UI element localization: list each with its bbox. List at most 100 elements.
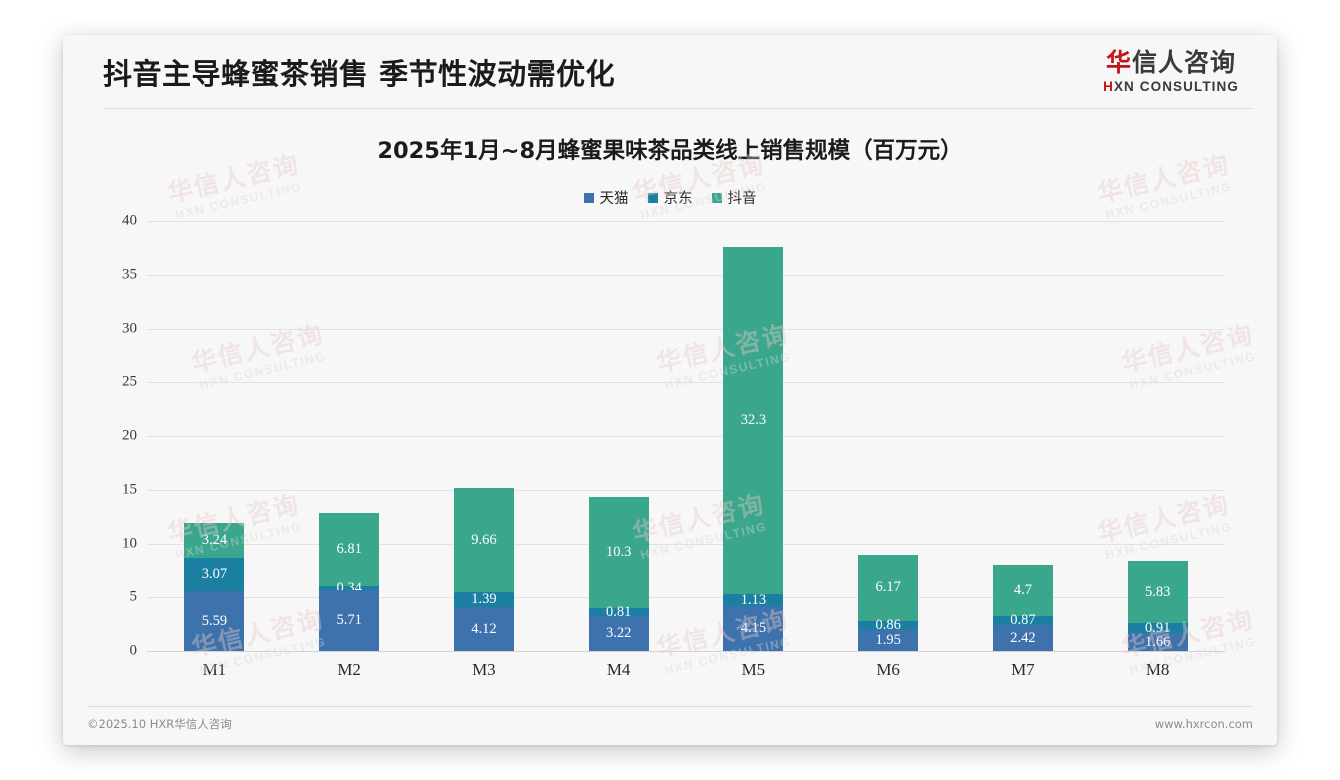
y-axis-tick-label: 0 <box>129 642 138 659</box>
bar-value-label: 0.86 <box>875 617 901 634</box>
bar-segment-京东[interactable]: 1.39 <box>453 591 514 607</box>
bar-segment-天猫[interactable]: 2.42 <box>992 625 1053 651</box>
bar-column-M7[interactable]: 4.7 0.87 2.42 <box>992 221 1053 651</box>
bar-segment-抖音[interactable]: 9.66 <box>453 487 514 592</box>
bar-value-label: 3.22 <box>605 625 632 642</box>
bar-value-label: 0.81 <box>605 603 632 620</box>
bar-value-label: 0.91 <box>1144 620 1171 637</box>
legend-label: 抖音 <box>727 191 757 207</box>
bar-segment-京东[interactable]: 0.87 <box>992 612 1053 629</box>
brand-logo: 华信人咨询 HXN CONSULTING <box>1103 50 1253 94</box>
chart-legend: 天猫 京东 抖音 <box>63 187 1277 208</box>
grid-line <box>147 436 1225 437</box>
bar-segment-天猫[interactable]: 4.12 <box>453 606 514 651</box>
bar-column-M8[interactable]: 5.83 0.91 1.66 <box>1127 221 1188 651</box>
bar-value-label: 4.7 <box>1013 582 1032 599</box>
legend-item-京东[interactable]: 京东 <box>647 187 693 208</box>
grid-line <box>147 543 1225 545</box>
bar-segment-京东[interactable]: 0.86 <box>858 617 919 634</box>
grid-line <box>147 274 1225 276</box>
grid-area: 3.24 3.07 5.59 6.81 0.34 5.71 9.66 1.39 4.12 10.3… <box>147 221 1225 652</box>
bar-column-M6[interactable]: 6.17 0.86 1.95 <box>858 221 919 651</box>
grid-line <box>147 382 1225 384</box>
x-axis-tick-label: M3 <box>472 660 496 679</box>
footer-website[interactable]: www.hxrcon.com <box>1154 717 1253 731</box>
bar-column-M2[interactable]: 6.81 0.34 5.71 <box>319 221 380 651</box>
bar-value-label: 3.24 <box>201 532 228 549</box>
bar-segment-天猫[interactable]: 5.71 <box>319 589 380 651</box>
bar-value-label: 5.59 <box>201 612 228 629</box>
y-axis-tick-label: 35 <box>122 266 137 283</box>
bar-segment-京东[interactable]: 3.07 <box>184 557 245 591</box>
grid-line <box>147 328 1225 330</box>
y-axis-tick-label: 5 <box>129 588 138 605</box>
logo-en-accent: H <box>1103 79 1114 95</box>
x-axis-tick-label: M1 <box>202 660 227 679</box>
bar-value-label: 2.42 <box>1010 629 1036 646</box>
bar-segment-抖音[interactable]: 10.3 <box>588 496 649 608</box>
y-axis-tick-label: 20 <box>122 427 137 444</box>
bar-segment-抖音[interactable]: 6.81 <box>319 512 380 586</box>
bar-column-M4[interactable]: 10.3 0.81 3.22 <box>588 221 649 651</box>
bar-value-label: 9.66 <box>471 531 497 548</box>
bar-segment-京东[interactable]: 0.91 <box>1127 620 1188 637</box>
report-card: 华信人咨询 HXN CONSULTING 华信人咨询 HXN CONSULTING 华信… <box>63 35 1277 745</box>
logo-chinese: 华信人咨询 <box>1103 50 1239 75</box>
legend-item-抖音[interactable]: 抖音 <box>711 187 757 208</box>
bars-container: 3.24 3.07 5.59 6.81 0.34 5.71 9.66 1.39 4.12 10.3… <box>147 221 1225 651</box>
bar-segment-抖音[interactable]: 6.17 <box>858 554 919 621</box>
x-axis-tick-label: M6 <box>876 660 900 679</box>
bar-value-label: 10.3 <box>605 544 632 561</box>
grid-line <box>147 597 1225 599</box>
bar-segment-抖音[interactable]: 3.24 <box>184 523 245 558</box>
y-axis-tick-label: 10 <box>122 535 137 551</box>
legend-item-天猫[interactable]: 天猫 <box>583 187 629 208</box>
legend-label: 天猫 <box>599 191 629 207</box>
x-axis-tick-label: M8 <box>1145 660 1170 679</box>
legend-label: 京东 <box>663 191 693 207</box>
legend-swatch-icon <box>647 192 658 203</box>
bar-column-M5[interactable]: 32.3 1.13 4.15 <box>723 221 784 651</box>
x-axis-tick-label: M5 <box>741 660 766 679</box>
bar-segment-京东[interactable]: 1.13 <box>723 592 784 609</box>
bar-column-M1[interactable]: 3.24 3.07 5.59 <box>184 221 245 651</box>
bar-segment-京东[interactable]: 0.81 <box>588 603 649 620</box>
y-axis-tick-label: 15 <box>122 481 137 498</box>
bar-segment-抖音[interactable]: 5.83 <box>1127 560 1188 624</box>
bar-value-label: 1.13 <box>740 592 767 609</box>
logo-cn-accent: 华 <box>1106 48 1133 78</box>
bar-value-label: 0.87 <box>1010 612 1036 629</box>
chart-plot-area: 40 35 30 25 20 15 10 5 0 3.24 3.07 5.59 6.81 0.34 5.7… <box>103 213 1225 679</box>
bar-segment-天猫[interactable]: 3.22 <box>588 616 649 651</box>
bar-segment-天猫[interactable]: 4.15 <box>723 606 784 651</box>
y-axis-tick-label: 40 <box>122 212 137 229</box>
bar-segment-天猫[interactable]: 1.66 <box>1127 633 1188 651</box>
bar-value-label: 1.95 <box>875 632 901 649</box>
bar-segment-抖音[interactable]: 32.3 <box>723 247 784 595</box>
chart-title: 2025年1月~8月蜂蜜果味茶品类线上销售规模（百万元） <box>377 138 963 164</box>
card-header: 抖音主导蜂蜜茶销售 季节性波动需优化 华信人咨询 HXN CONSULTING <box>63 35 1277 109</box>
logo-en-rest: XN CONSULTING <box>1113 79 1239 95</box>
bar-value-label: 3.07 <box>201 566 228 583</box>
footer-copyright: ©2025.10 HXR华信人咨询 <box>87 717 232 731</box>
x-axis-tick-label: M4 <box>606 660 631 679</box>
grid-line <box>147 489 1225 491</box>
bar-column-M3[interactable]: 9.66 1.39 4.12 <box>453 221 514 651</box>
x-axis-tick-label: M2 <box>337 660 361 679</box>
legend-swatch-icon <box>711 192 722 203</box>
bar-segment-抖音[interactable]: 4.7 <box>992 565 1053 616</box>
grid-line <box>147 651 1225 652</box>
grid-line <box>147 221 1225 222</box>
bar-value-label: 1.39 <box>471 591 497 607</box>
logo-english: HXN CONSULTING <box>1103 80 1239 94</box>
footer-divider <box>87 706 1253 707</box>
bar-segment-天猫[interactable]: 1.95 <box>858 630 919 651</box>
card-footer: ©2025.10 HXR华信人咨询 www.hxrcon.com <box>87 711 1253 737</box>
legend-swatch-icon <box>583 192 594 203</box>
header-divider <box>103 108 1253 109</box>
y-axis: 40 35 30 25 20 15 10 5 0 <box>103 213 138 659</box>
bar-segment-天猫[interactable]: 5.59 <box>184 590 245 651</box>
y-axis-tick-label: 30 <box>122 320 137 336</box>
bar-value-label: 5.71 <box>336 612 362 629</box>
